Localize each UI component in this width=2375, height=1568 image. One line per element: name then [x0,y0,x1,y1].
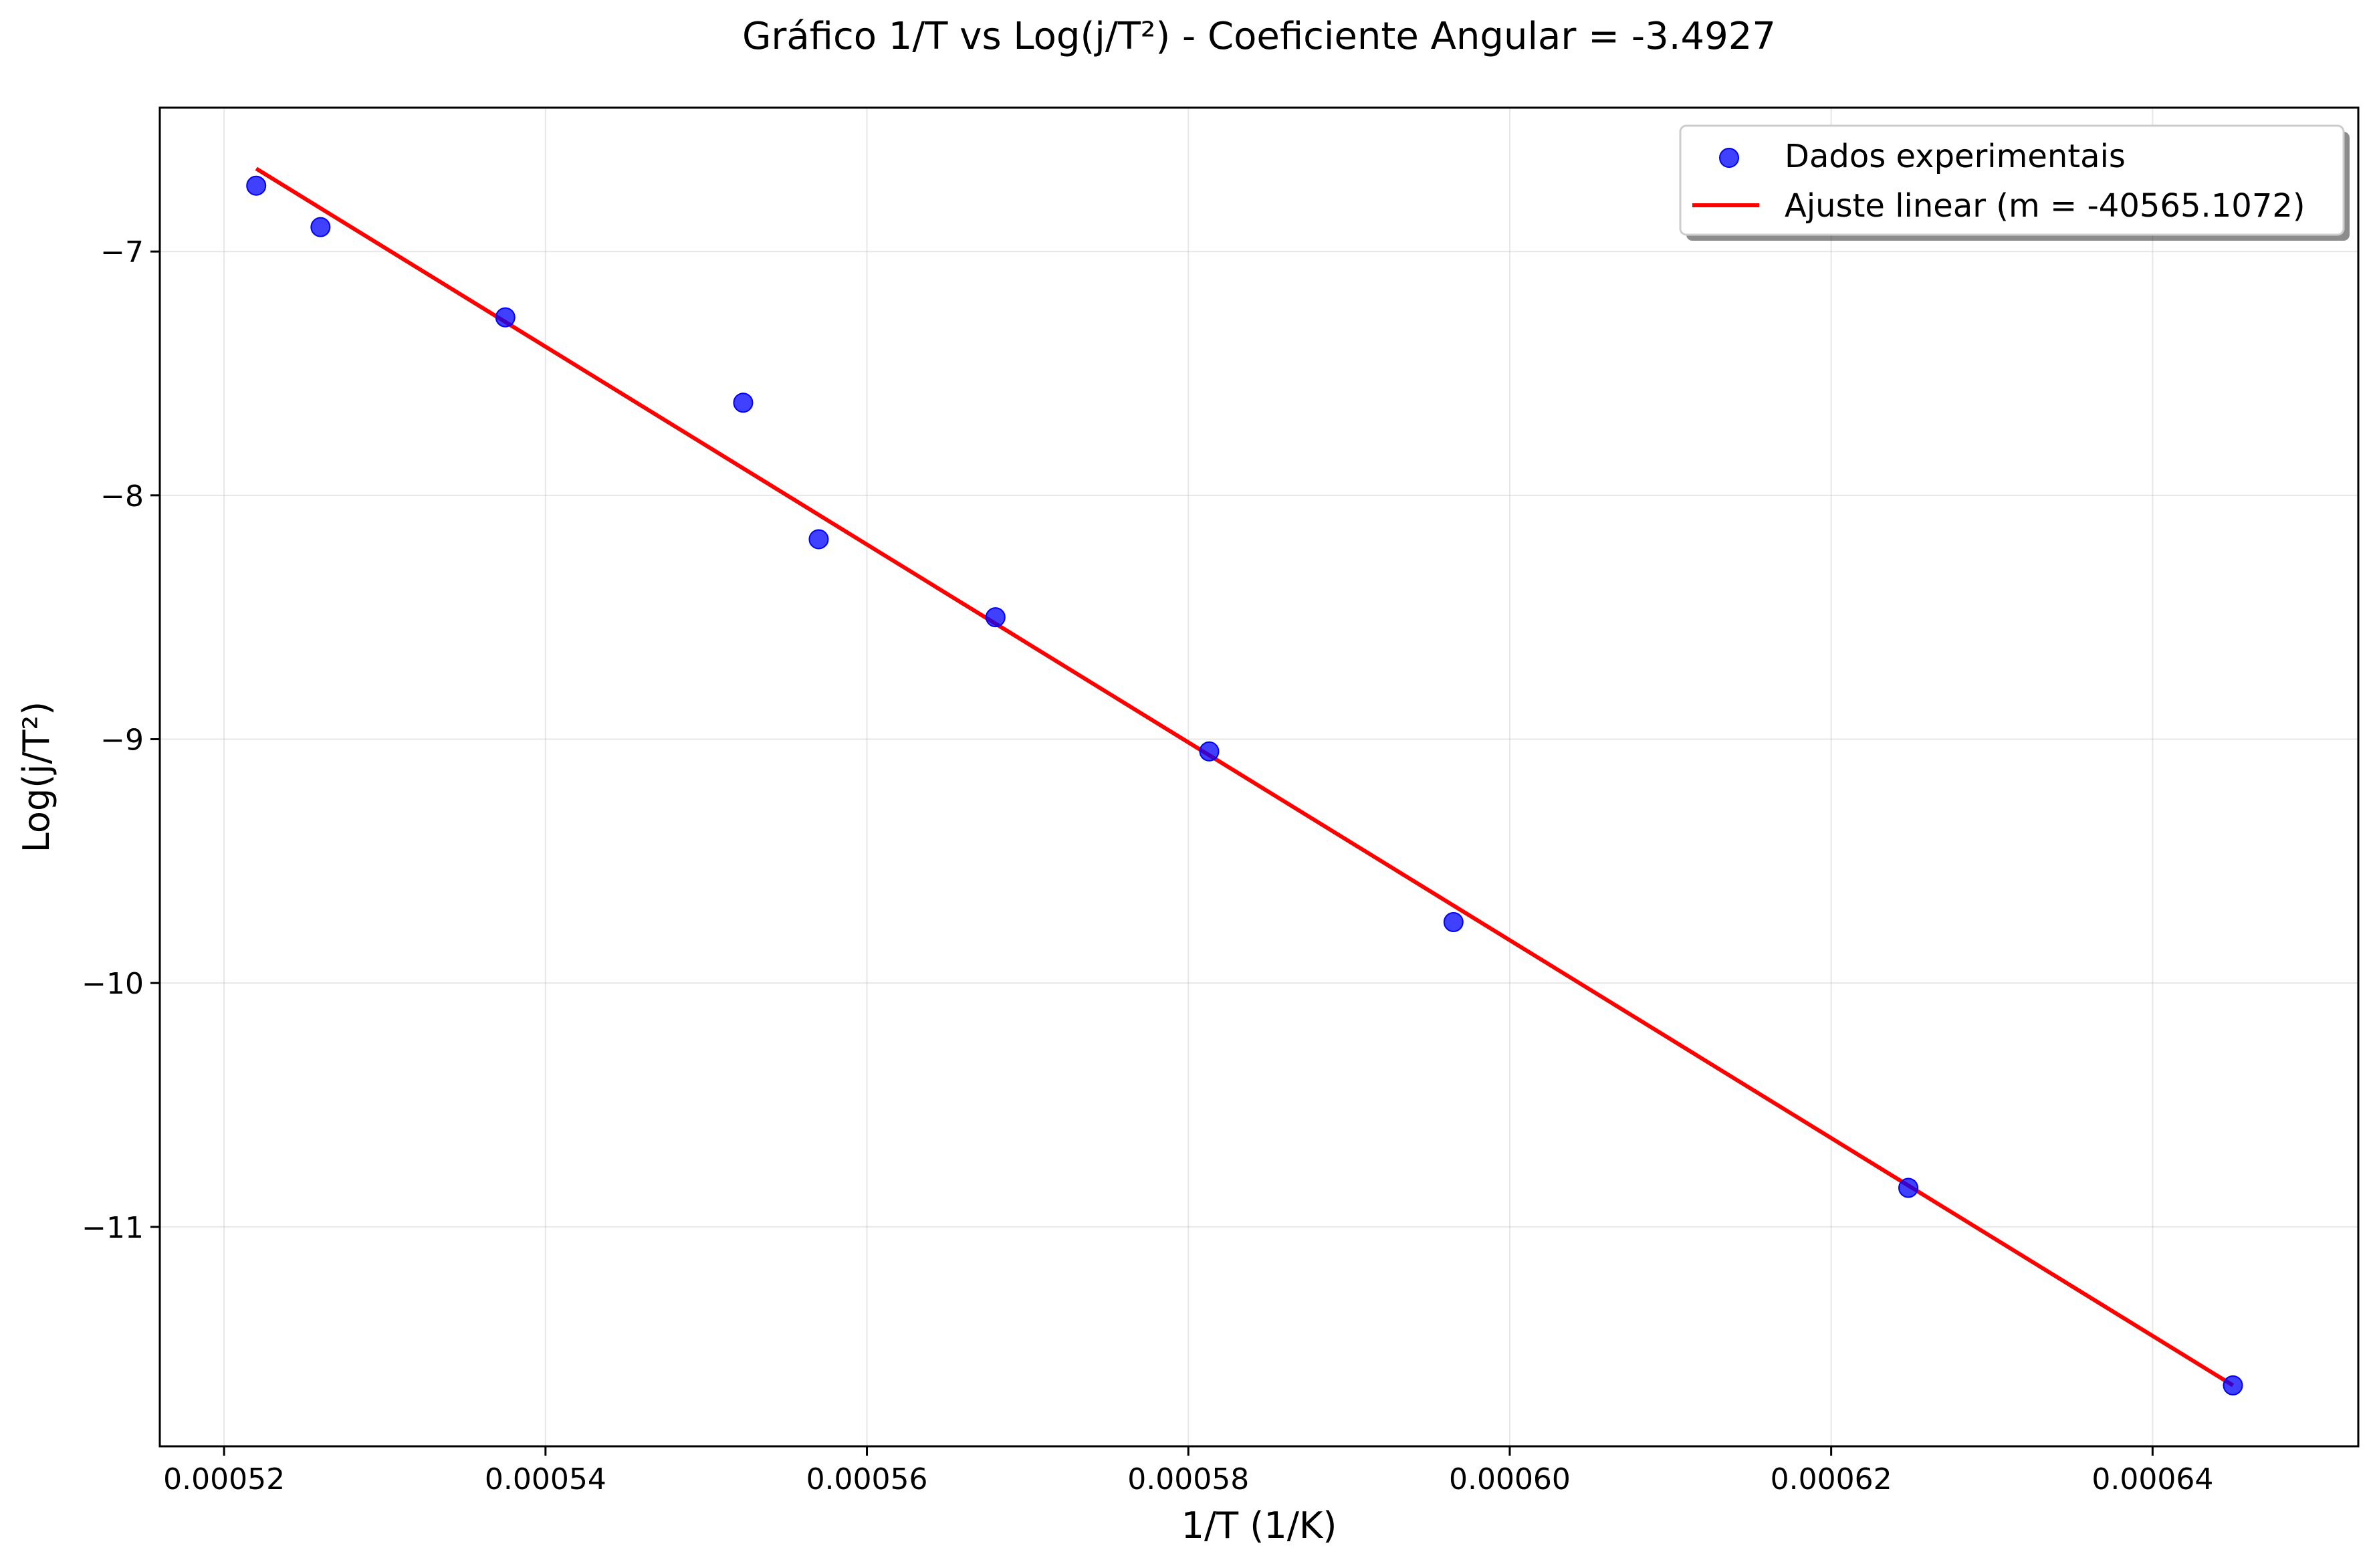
legend: Dados experimentais Ajuste linear (m = -4… [1679,124,2350,241]
data-point [310,217,331,237]
data-point [495,307,516,328]
data-point [2223,1375,2243,1395]
x-tick-label: 0.00062 [1771,1462,1892,1496]
y-axis: −11 −10 −9 −8 −7 [82,235,160,1245]
y-tick-label: −9 [100,723,144,757]
data-point [246,175,267,196]
plot-frame [158,106,2360,1448]
x-tick-label: 0.00060 [1449,1462,1571,1496]
y-axis-label: Log(j/T²) [15,701,58,853]
y-tick-label: −8 [100,479,144,514]
data-point [985,607,1006,628]
x-tick-label: 0.00056 [806,1462,928,1496]
x-tick-label: 0.00064 [2091,1462,2213,1496]
legend-label: Dados experimentais [1785,138,2126,175]
data-point [1443,911,1464,932]
y-tick-label: −10 [82,967,144,1001]
legend-label: Ajuste linear (m = -40565.1072) [1785,187,2305,225]
data-point [733,393,754,413]
plot-area [160,108,2358,1446]
x-tick-label: 0.00052 [163,1462,285,1496]
y-tick-label: −11 [82,1211,144,1245]
x-tick-label: 0.00054 [485,1462,606,1496]
x-axis: 0.00052 0.00054 0.00056 0.00058 0.00060 0.000… [163,1446,2213,1496]
grid [160,108,2358,1446]
x-tick-label: 0.00058 [1127,1462,1249,1496]
data-point [808,529,829,550]
x-axis-label: 1/T (1/K) [1181,1504,1337,1547]
data-point [1199,741,1220,762]
legend-frame [1679,124,2345,236]
data-point [1898,1178,1919,1198]
chart-title: Gráfico 1/T vs Log(j/T²) - Coeficiente A… [742,15,1776,58]
data-points [246,175,2243,1395]
legend-marker-scatter [1719,148,1739,168]
y-tick-label: −7 [100,235,144,269]
